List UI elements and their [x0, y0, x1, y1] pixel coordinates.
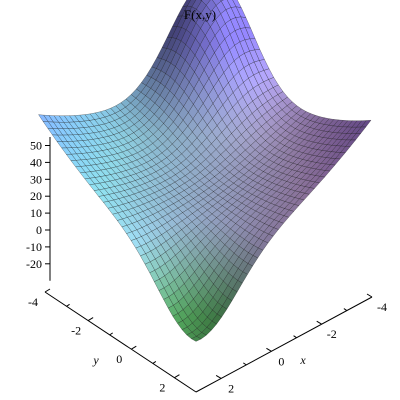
y-tick: [87, 317, 94, 322]
z-tick-label: 50: [30, 139, 42, 153]
x-tick-label: -4: [377, 300, 387, 314]
y-minor-tick: [152, 361, 157, 364]
x-tick: [366, 293, 373, 298]
z-tick-label: 30: [30, 172, 42, 186]
x-minor-tick: [343, 308, 348, 311]
y-axis-label: y: [92, 353, 99, 367]
z-tick-label: 0: [36, 223, 42, 237]
y-tick-label: -2: [71, 324, 81, 338]
y-minor-tick: [109, 332, 113, 336]
y-tick: [44, 288, 51, 293]
y-tick-label: 0: [116, 352, 122, 366]
x-minor-tick: [293, 335, 297, 339]
z-tick-label: 40: [30, 155, 42, 169]
z-tick-label: 10: [30, 206, 42, 220]
x-tick: [266, 347, 272, 352]
x-axis-label: x: [299, 353, 306, 367]
chart-title: F(x,y): [184, 7, 216, 22]
y-axis-line: [44, 291, 197, 393]
z-tick-label: -10: [26, 240, 42, 254]
x-axis-line: [195, 296, 373, 393]
z-tick-label: -20: [26, 257, 42, 271]
surface-mesh: [38, 0, 372, 342]
y-tick: [131, 345, 137, 350]
x-minor-tick: [243, 362, 247, 366]
x-tick-label: 2: [228, 381, 234, 395]
y-minor-tick: [66, 303, 70, 307]
x-tick-label: -2: [327, 327, 337, 341]
x-tick-label: 0: [278, 354, 284, 368]
x-tick: [316, 320, 322, 325]
z-tick-label: 20: [30, 189, 42, 203]
surface-facet: [191, 336, 202, 342]
y-tick-label: 2: [159, 381, 165, 395]
y-tick: [174, 374, 180, 379]
y-tick-label: -4: [28, 295, 38, 309]
x-tick: [215, 374, 222, 379]
